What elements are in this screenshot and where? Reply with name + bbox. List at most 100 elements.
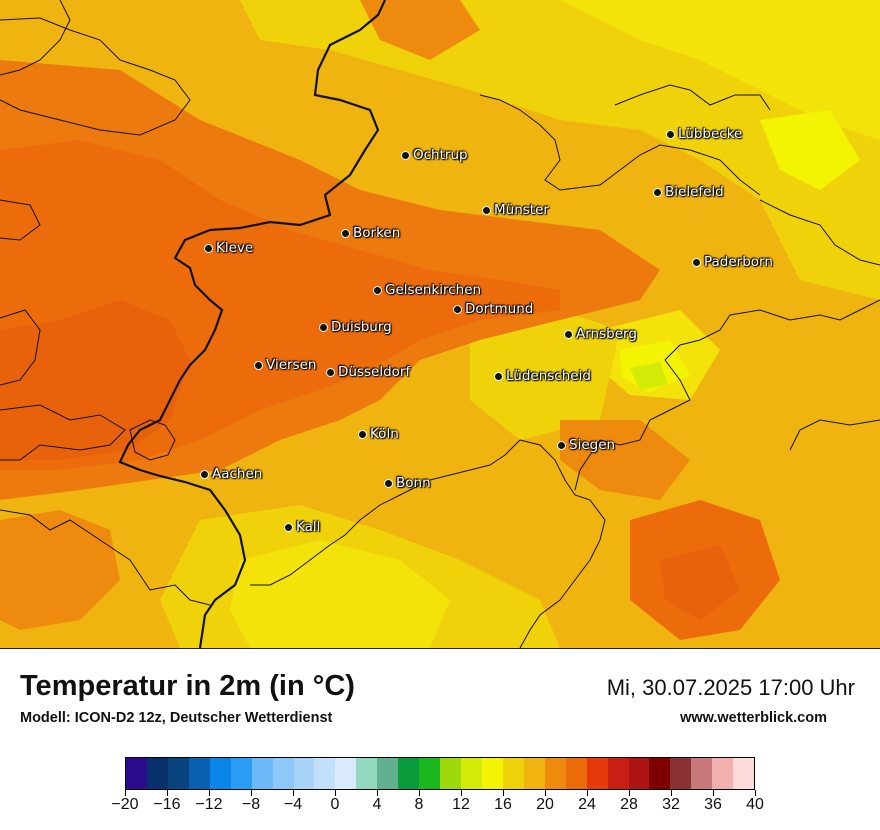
legend-tick [671,790,672,796]
city-dot [692,257,701,267]
legend-swatch [733,758,755,789]
legend-tick [293,790,294,796]
legend-tick-label: −20 [111,796,139,813]
city-dot [482,205,491,215]
legend-tick-label: 8 [414,796,424,813]
city-marker: Siegen [557,437,615,453]
legend-tick [377,790,378,796]
model-info: Modell: ICON-D2 12z, Deutscher Wetterdie… [20,710,333,726]
legend-tick [461,790,462,796]
legend-tick [335,790,336,796]
city-marker: Paderborn [692,254,773,270]
color-legend [125,757,755,790]
legend-tick [503,790,504,796]
legend-swatch [586,758,608,789]
legend-tick [545,790,546,796]
legend-swatch [712,758,734,789]
city-marker: Viersen [254,357,316,373]
city-label-bonn: Bonn [396,475,431,491]
website-link[interactable]: www.wetterblick.com [680,710,827,726]
city-marker: Arnsberg [564,326,637,342]
city-marker: Kall [284,519,320,535]
legend-swatch [440,758,461,789]
city-label-gelsenkirchen: Gelsenkirchen [385,282,482,298]
legend-swatch [356,758,378,789]
city-dot [653,187,662,197]
legend-tick [629,790,630,796]
legend-swatch [209,758,231,789]
legend-swatch [272,758,294,789]
city-label-luebbecke: Lübbecke [678,126,743,142]
legend-tick-label: 28 [620,796,638,813]
legend-swatch [544,758,566,789]
temperature-map: Ochtrup Lübbecke Bielefeld Münster Borke… [0,0,880,649]
legend-tick [125,790,126,796]
legend-swatch [670,758,692,789]
map-canvas [0,0,880,648]
city-dot [494,371,503,381]
legend-swatch [461,758,482,789]
legend-tick-label: −16 [153,796,181,813]
legend-tick-label: 40 [746,796,764,813]
legend-tick [251,790,252,796]
city-dot [200,469,209,479]
legend-tick [587,790,588,796]
legend-swatch [188,758,210,789]
city-dot [373,285,382,295]
city-dot [358,429,367,439]
city-label-borken: Borken [353,225,401,241]
city-label-koeln: Köln [370,426,399,442]
legend-tick [167,790,168,796]
city-dot [204,243,213,253]
legend-swatch [126,758,147,789]
forecast-datetime: Mi, 30.07.2025 17:00 Uhr [606,675,855,700]
city-marker: Gelsenkirchen [373,282,481,298]
legend-tick-label: −8 [241,796,261,813]
legend-swatch [565,758,587,789]
legend-swatch [146,758,168,789]
legend-swatch [314,758,336,789]
city-dot [384,478,393,488]
legend-swatch [607,758,629,789]
legend-swatch [167,758,189,789]
legend-tick-label: 4 [372,796,382,813]
city-dot [666,129,675,139]
city-marker: Kleve [204,240,253,256]
legend-swatch [628,758,650,789]
city-label-luedenscheid: Lüdenscheid [506,368,591,384]
city-marker: Bielefeld [653,184,724,200]
city-marker: Bonn [384,475,431,491]
legend-tick [209,790,210,796]
city-label-bielefeld: Bielefeld [665,184,724,200]
city-dot [564,329,573,339]
city-label-aachen: Aachen [212,466,263,482]
legend-swatch [419,758,441,789]
legend-swatch [691,758,713,789]
city-label-siegen: Siegen [569,437,616,453]
legend-swatch [649,758,671,789]
legend-swatch [377,758,399,789]
legend-ticks: −20 −16 −12 −8 −4 0 4 8 12 16 20 24 28 32 36 40 [111,790,764,820]
legend-swatch [481,758,503,789]
city-marker: Düsseldorf [326,364,410,380]
legend-tick [755,790,756,796]
city-marker: Borken [341,225,400,241]
city-marker: Lüdenscheid [494,368,591,384]
city-marker: Dortmund [453,301,533,317]
city-label-viersen: Viersen [266,357,317,373]
city-dot [557,440,566,450]
legend-swatch [398,758,420,789]
legend-tick-label: 20 [536,796,554,813]
city-marker: Duisburg [319,319,392,335]
legend-tick-label: 24 [578,796,596,813]
map-title: Temperatur in 2m (in °C) [20,670,355,702]
city-label-muenster: Münster [494,202,549,218]
legend-tick-label: −12 [195,796,223,813]
legend-tick-label: 32 [662,796,680,813]
city-label-kleve: Kleve [216,240,254,256]
legend-swatch [502,758,524,789]
city-dot [401,150,410,160]
city-marker: Münster [482,202,549,218]
city-dot [254,360,263,370]
city-marker: Aachen [200,466,262,482]
